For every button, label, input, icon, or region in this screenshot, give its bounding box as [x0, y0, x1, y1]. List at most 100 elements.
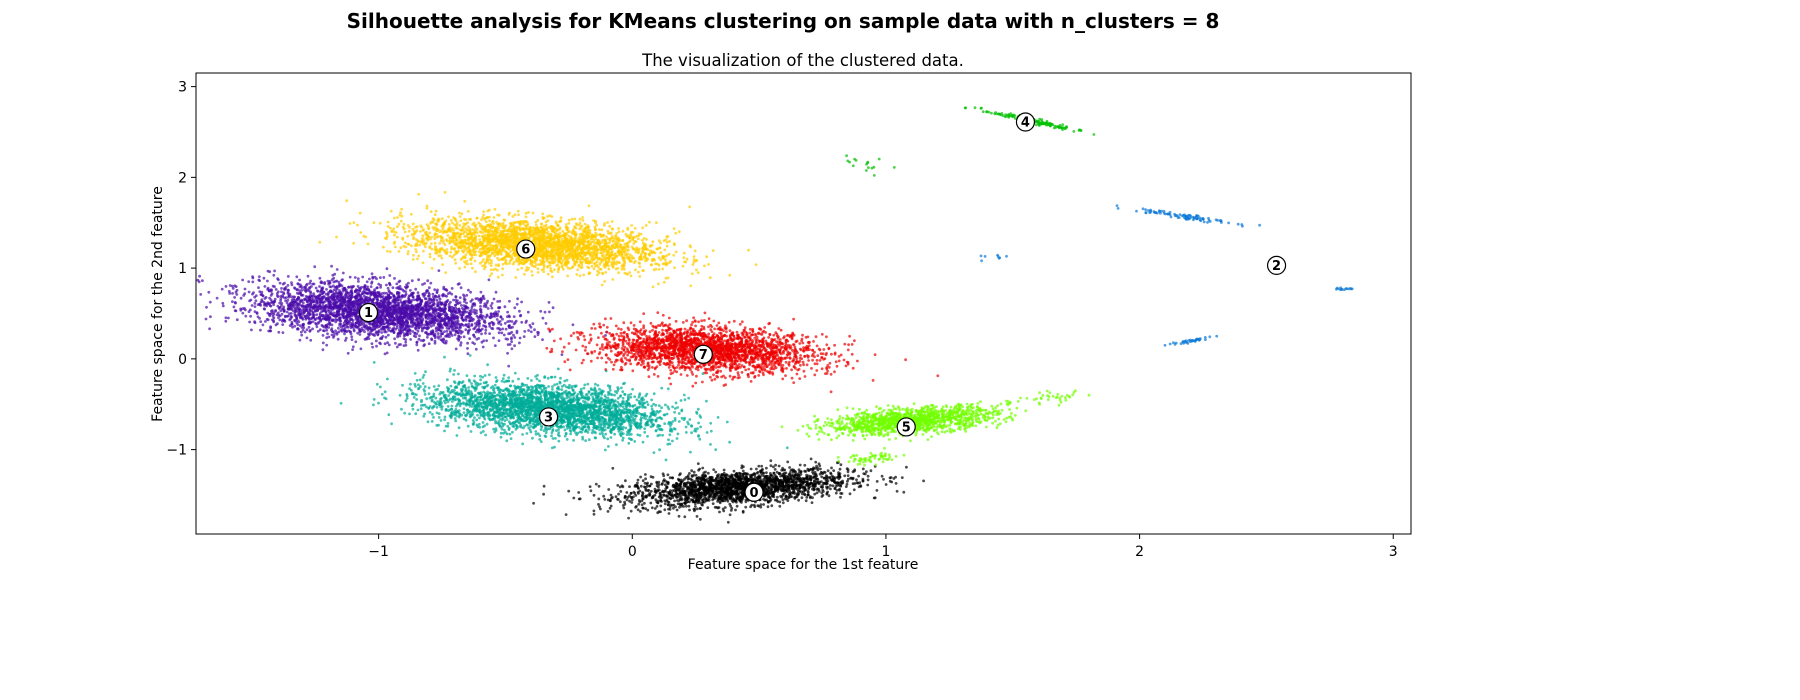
scatter-point — [653, 493, 657, 497]
scatter-point — [769, 478, 773, 482]
scatter-point — [512, 315, 516, 318]
scatter-point — [395, 314, 398, 318]
scatter-point — [611, 466, 615, 470]
scatter-point — [830, 474, 834, 478]
scatter-point — [637, 487, 640, 490]
scatter-point — [798, 490, 802, 494]
scatter-point — [339, 283, 342, 287]
scatter-point — [731, 500, 735, 504]
scatter-point — [696, 462, 700, 465]
scatter-point — [744, 500, 748, 504]
scatter-point — [668, 491, 671, 495]
scatter-point — [497, 339, 501, 342]
scatter-point — [381, 292, 384, 295]
scatter-point — [322, 300, 325, 304]
scatter-point — [712, 468, 716, 471]
scatter-point — [812, 487, 816, 491]
scatter-point — [429, 324, 433, 328]
scatter-point — [469, 300, 473, 303]
scatter-point — [808, 476, 812, 480]
scatter-point — [810, 501, 814, 504]
scatter-point — [425, 313, 428, 317]
scatter-point — [325, 328, 329, 332]
scatter-point — [467, 288, 470, 292]
scatter-point — [432, 334, 436, 337]
scatter-point — [368, 277, 371, 281]
scatter-point — [547, 301, 551, 304]
scatter-point — [622, 506, 626, 510]
scatter-point — [453, 316, 456, 319]
scatter-point — [831, 484, 835, 488]
scatter-point — [523, 330, 527, 333]
scatter-point — [410, 279, 414, 283]
scatter-point — [837, 483, 841, 487]
scatter-point — [721, 477, 725, 481]
scatter-point — [787, 480, 791, 483]
scatter-point — [506, 310, 509, 314]
scatter-point — [383, 352, 387, 356]
scatter-point — [295, 275, 299, 279]
scatter-point — [344, 308, 348, 312]
scatter-point — [367, 297, 370, 300]
scatter-point — [730, 507, 734, 510]
scatter-point — [500, 331, 504, 335]
scatter-point — [467, 322, 471, 326]
scatter-point — [728, 487, 732, 491]
scatter-point — [734, 475, 738, 478]
scatter-point — [445, 326, 449, 330]
scatter-point — [438, 306, 442, 310]
scatter-point — [799, 470, 803, 474]
scatter-point — [430, 337, 433, 341]
cluster-0-points — [532, 457, 925, 524]
scatter-point — [327, 335, 331, 339]
scatter-point — [518, 309, 521, 313]
scatter-point — [720, 473, 724, 476]
scatter-point — [829, 484, 832, 487]
scatter-point — [191, 306, 194, 309]
scatter-point — [433, 288, 437, 292]
scatter-point — [869, 469, 873, 473]
scatter-point — [816, 481, 819, 484]
scatter-point — [334, 280, 337, 283]
scatter-point — [671, 476, 675, 480]
scatter-point — [706, 491, 710, 495]
scatter-point — [309, 279, 312, 283]
scatter-point — [846, 480, 849, 483]
scatter-point — [741, 469, 745, 473]
scatter-point — [479, 301, 482, 305]
scatter-point — [388, 283, 392, 287]
scatter-point — [765, 471, 768, 474]
scatter-point — [641, 497, 645, 501]
scatter-point — [480, 327, 484, 331]
scatter-point — [660, 500, 663, 503]
scatter-point — [442, 337, 445, 341]
scatter-point — [407, 295, 411, 298]
scatter-point — [786, 475, 790, 478]
scatter-point — [717, 506, 721, 509]
scatter-point — [488, 316, 492, 319]
scatter-point — [380, 331, 384, 334]
scatter-point — [417, 337, 421, 341]
scatter-point — [806, 493, 810, 497]
scatter-point — [592, 509, 596, 513]
scatter-point — [355, 325, 359, 328]
scatter-point — [418, 334, 421, 338]
scatter-point — [649, 489, 653, 493]
scatter-point — [723, 506, 727, 509]
scatter-point — [791, 470, 795, 474]
scatter-point — [481, 294, 485, 298]
scatter-point — [445, 294, 448, 298]
scatter-point — [343, 332, 346, 336]
scatter-point — [765, 466, 768, 470]
scatter-point — [497, 331, 501, 335]
scatter-point — [473, 326, 477, 330]
scatter-point — [422, 344, 426, 348]
scatter-point — [369, 285, 373, 289]
scatter-point — [257, 278, 261, 282]
scatter-point — [724, 478, 728, 482]
scatter-point — [717, 482, 721, 486]
scatter-point — [757, 474, 761, 477]
scatter-point — [780, 495, 784, 499]
scatter-point — [272, 273, 276, 277]
